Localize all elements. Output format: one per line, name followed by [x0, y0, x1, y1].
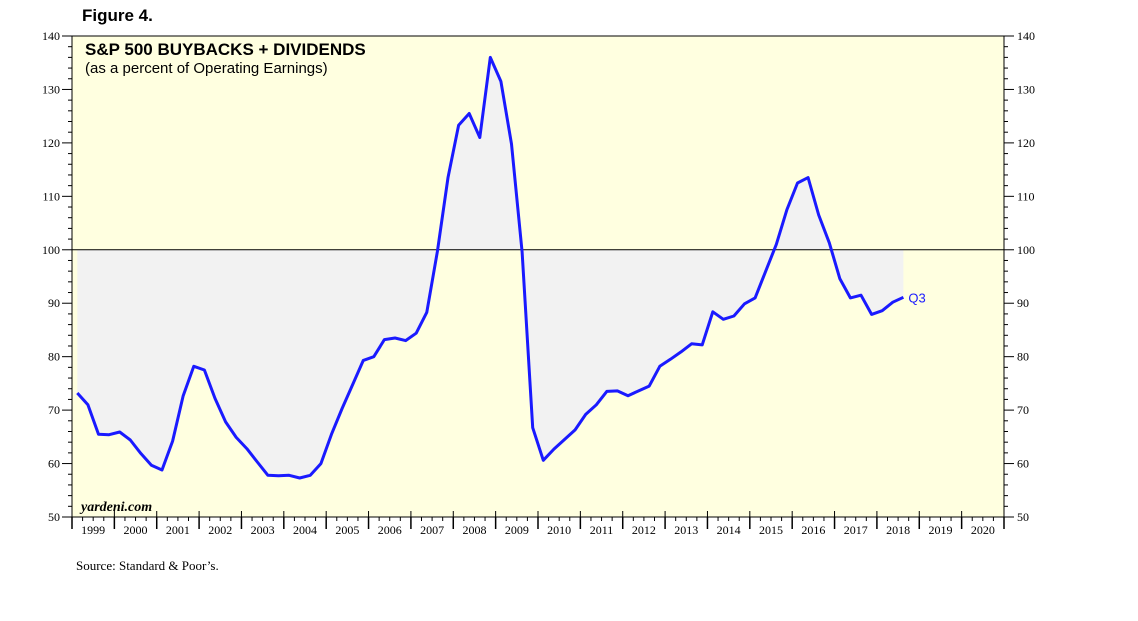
x-tick-label: 2014: [717, 523, 741, 537]
x-tick-label: 2010: [547, 523, 571, 537]
x-tick-label: 2020: [971, 523, 995, 537]
y-tick-label-right: 130: [1017, 82, 1035, 96]
x-tick-label: 2009: [505, 523, 529, 537]
y-tick-label-left: 100: [42, 243, 60, 257]
fill-area-to-100: [72, 57, 904, 479]
series-line: [76, 55, 905, 480]
x-tick-label: 2001: [166, 523, 190, 537]
x-tick-label: 2011: [590, 523, 614, 537]
x-tick-label: 2013: [674, 523, 698, 537]
x-tick-label: 2012: [632, 523, 656, 537]
y-tick-label-right: 110: [1017, 189, 1035, 203]
x-tick-label: 1999: [81, 523, 105, 537]
y-tick-label-left: 80: [48, 350, 60, 364]
y-tick-label-right: 60: [1017, 457, 1029, 471]
y-tick-label-right: 140: [1017, 29, 1035, 43]
x-tick-label: 2004: [293, 523, 317, 537]
x-tick-label: 2008: [462, 523, 486, 537]
y-axis-left: 50 60 70 80 90 100 110 120 130 140: [42, 29, 72, 524]
y-tick-label-right: 70: [1017, 403, 1029, 417]
y-tick-label-right: 80: [1017, 350, 1029, 364]
plot-frame: [71, 35, 1005, 518]
y-tick-label-right: 120: [1017, 136, 1035, 150]
x-tick-label: 2015: [759, 523, 783, 537]
source-note: Source: Standard & Poor’s.: [76, 558, 219, 573]
brand-watermark: yardeni.com: [79, 500, 152, 515]
y-tick-label-left: 120: [42, 136, 60, 150]
chart-subtitle: (as a percent of Operating Earnings): [85, 60, 328, 77]
y-tick-label-right: 100: [1017, 243, 1035, 257]
x-tick-label: 2006: [378, 523, 402, 537]
x-axis: 1999 2000 2001 2002 2003 2004 2005 2006 2007 2008…: [71, 511, 1005, 537]
y-axis-right: 50 60 70 80 90 100 110 120 130 140: [1004, 29, 1035, 524]
x-tick-label: 2007: [420, 523, 444, 537]
x-tick-label: 2017: [844, 523, 868, 537]
y-tick-label-right: 50: [1017, 510, 1029, 524]
x-tick-label: 2000: [124, 523, 148, 537]
y-tick-label-left: 110: [42, 189, 60, 203]
y-tick-label-left: 60: [48, 457, 60, 471]
figure-label: Figure 4.: [82, 6, 153, 25]
x-tick-label: 2018: [886, 523, 910, 537]
y-tick-label-left: 90: [48, 296, 60, 310]
y-tick-label-right: 90: [1017, 296, 1029, 310]
x-tick-label: 2003: [251, 523, 275, 537]
y-tick-label-left: 140: [42, 29, 60, 43]
x-tick-label: 2005: [335, 523, 359, 537]
y-tick-label-left: 50: [48, 510, 60, 524]
y-tick-label-left: 130: [42, 82, 60, 96]
x-tick-label: 2019: [928, 523, 952, 537]
x-tick-label: 2002: [208, 523, 232, 537]
end-label-q3: Q3: [908, 290, 925, 305]
chart-title: S&P 500 BUYBACKS + DIVIDENDS: [85, 40, 366, 59]
y-tick-label-left: 70: [48, 403, 60, 417]
x-tick-label: 2016: [801, 523, 825, 537]
